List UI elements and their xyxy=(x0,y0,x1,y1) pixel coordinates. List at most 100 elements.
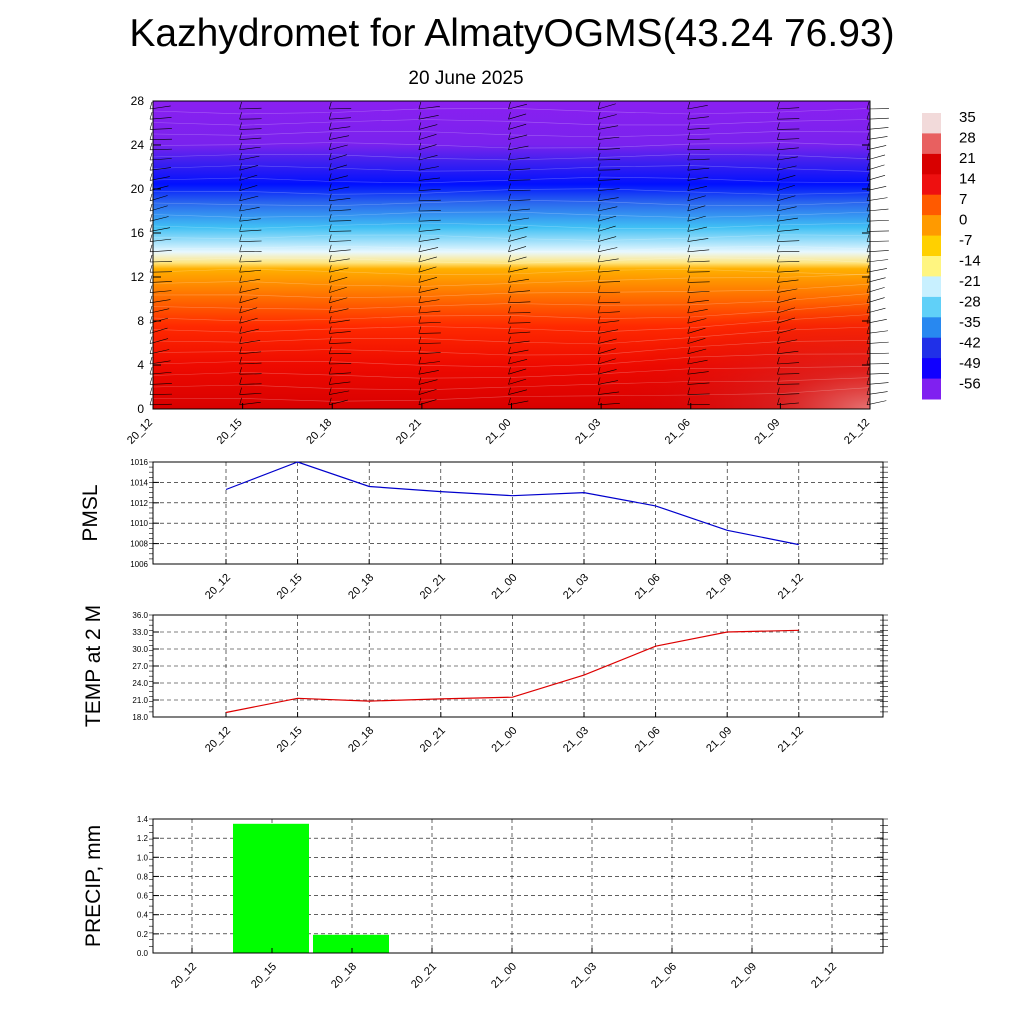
pmsl-frame xyxy=(152,461,884,565)
x-tick-label: 20_15 xyxy=(249,961,279,991)
wind-barb xyxy=(597,326,619,334)
wind-barb xyxy=(866,234,889,242)
wind-barb xyxy=(239,316,258,324)
wind-barb xyxy=(418,326,441,334)
colorbar-box xyxy=(922,256,941,277)
wind-barb xyxy=(239,367,262,375)
contour-line xyxy=(152,366,871,379)
wind-barb xyxy=(777,275,799,283)
wind-barb xyxy=(508,316,531,324)
wind-barb xyxy=(328,377,351,385)
wind-barb xyxy=(777,224,799,232)
wind-barb xyxy=(508,101,528,110)
wind-barb xyxy=(687,224,708,232)
y-tick-label: 1.4 xyxy=(137,815,149,824)
wind-barb xyxy=(687,336,706,344)
wind-barb xyxy=(418,305,441,314)
wind-barb xyxy=(866,101,889,110)
wind-barb xyxy=(239,265,262,273)
wind-barb xyxy=(508,214,530,222)
wind-barb xyxy=(508,183,531,191)
x-tick-label: 21_09 xyxy=(729,961,759,991)
contour-line xyxy=(152,273,871,287)
wind-barb xyxy=(418,275,437,283)
y-tick-label: 1.2 xyxy=(137,834,149,843)
colorbar-label: 28 xyxy=(959,130,976,147)
colorbar-label: 35 xyxy=(959,109,976,126)
time-tick-label: 20_12 xyxy=(125,417,155,447)
wind-barb xyxy=(597,397,620,406)
x-tick-label: 20_18 xyxy=(346,725,376,755)
colorbar-label: 14 xyxy=(959,171,976,188)
x-tick-label: 21_09 xyxy=(704,572,734,602)
contour-line xyxy=(152,153,871,161)
wind-barb xyxy=(328,112,351,120)
wind-barb xyxy=(328,122,351,130)
wind-barb xyxy=(687,265,710,273)
wind-barb xyxy=(418,224,441,232)
contour-line xyxy=(152,199,871,207)
time-axis-top: 20_12 20_15 20_18 20_21 21_00 21_03 21_06 21_09… xyxy=(125,403,872,447)
wind-barb xyxy=(687,183,707,191)
wind-barb xyxy=(328,244,351,253)
wind-barb xyxy=(418,152,438,161)
contour-line xyxy=(152,257,871,264)
wind-barb xyxy=(508,367,527,375)
wind-barb xyxy=(418,295,440,304)
wind-barbs xyxy=(149,101,889,406)
wind-barb xyxy=(597,356,616,365)
wind-barb xyxy=(508,295,531,304)
y-tick-label: 0.0 xyxy=(137,949,149,958)
wind-barb xyxy=(777,367,800,375)
wind-barb xyxy=(508,336,530,344)
wind-barb xyxy=(777,122,800,130)
wind-barb xyxy=(597,295,621,304)
wind-barb xyxy=(597,275,621,283)
wind-barb xyxy=(866,203,889,212)
y-tick-label: 1008 xyxy=(130,540,148,549)
wind-barb xyxy=(508,152,530,161)
wind-barb xyxy=(508,265,528,273)
temperature-contours xyxy=(152,107,871,402)
x-tick-label: 20_18 xyxy=(329,961,359,991)
contour-line xyxy=(152,314,871,333)
wind-barb xyxy=(328,152,347,161)
wind-barb xyxy=(239,132,262,140)
wind-barb xyxy=(418,214,441,222)
contour-line xyxy=(152,142,871,149)
precip-axes xyxy=(149,818,888,954)
wind-barb xyxy=(418,285,439,293)
wind-barb xyxy=(149,377,172,385)
chart-subtitle: 20 June 2025 xyxy=(408,68,524,89)
wind-barb xyxy=(328,367,352,375)
wind-barb xyxy=(239,163,259,171)
colorbar-label: -21 xyxy=(959,273,981,290)
height-tick-label: 0 xyxy=(137,402,144,416)
wind-barb xyxy=(508,377,527,385)
wind-barb xyxy=(149,275,172,283)
x-tick-label: 21_12 xyxy=(776,572,806,602)
colorbar-box xyxy=(922,337,941,359)
wind-barb xyxy=(418,183,441,191)
x-tick-label: 21_06 xyxy=(633,572,663,602)
x-tick-label: 21_12 xyxy=(776,725,806,755)
x-tick-label: 20_12 xyxy=(169,961,199,991)
wind-barb xyxy=(777,101,800,110)
time-tick-label: 21_09 xyxy=(752,417,782,447)
wind-barb xyxy=(239,193,259,202)
wind-barb xyxy=(597,183,620,191)
colorbar-labels: 35 28 21 14 7 0 -7 -14 -21 -28 -35 -42 -49 -56 xyxy=(959,109,981,393)
pmsl-grid xyxy=(153,462,883,564)
pmsl-axes xyxy=(149,461,888,565)
colorbar-box xyxy=(922,113,941,134)
precip-ylabel: PRECIP, mm xyxy=(82,825,105,947)
y-tick-label: 1.0 xyxy=(137,853,149,862)
colorbar-box xyxy=(922,296,941,318)
wind-barb xyxy=(418,316,441,324)
wind-barb xyxy=(508,122,527,130)
wind-barb xyxy=(777,346,799,355)
time-tick-label: 21_00 xyxy=(484,417,514,447)
pmsl-ylabel: PMSL xyxy=(79,484,102,541)
wind-barb xyxy=(239,234,262,242)
